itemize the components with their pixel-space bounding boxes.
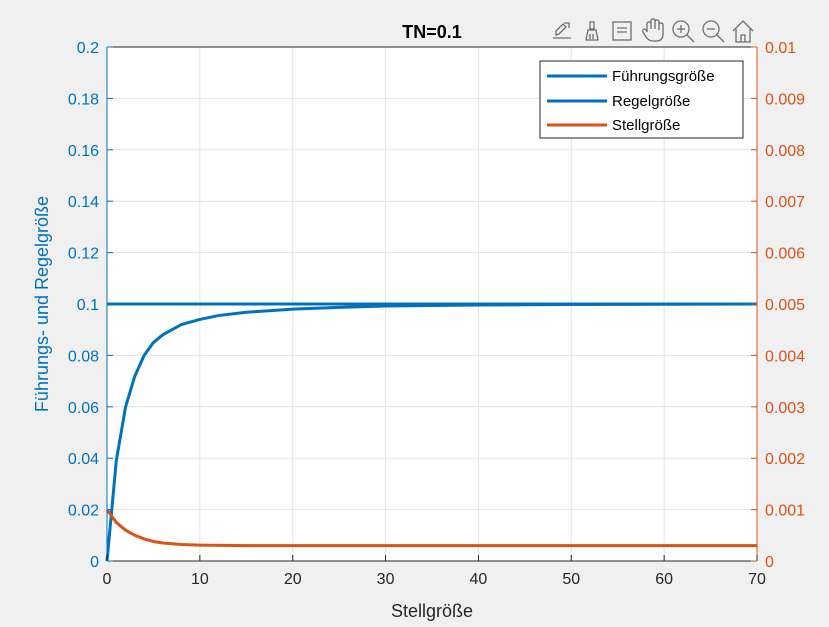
y-right-tick-label: 0.001 xyxy=(765,503,805,520)
y-left-tick-label: 0 xyxy=(90,554,99,571)
y-left-tick-label: 0.04 xyxy=(68,451,99,468)
y-right-tick-label: 0.01 xyxy=(765,40,796,57)
y-right-tick-label: 0.008 xyxy=(765,143,805,160)
y-right-tick-label: 0.005 xyxy=(765,297,805,314)
y-right-tick-label: 0 xyxy=(765,554,774,571)
y-right-tick-label: 0.004 xyxy=(765,348,805,365)
x-tick-label: 60 xyxy=(655,571,673,588)
x-axis-label: Stellgröße xyxy=(391,601,473,621)
x-tick-label: 30 xyxy=(377,571,395,588)
y-right-tick-label: 0.009 xyxy=(765,91,805,108)
y-left-tick-label: 0.02 xyxy=(68,503,99,520)
series-line-stellgroesse xyxy=(105,508,757,548)
x-tick-label: 40 xyxy=(470,571,488,588)
y-left-tick-label: 0.14 xyxy=(68,194,99,211)
y-left-tick-label: 0.1 xyxy=(77,297,99,314)
axes-toolbar xyxy=(550,17,756,44)
legend-label-stellgroesse: Stellgröße xyxy=(612,117,680,134)
series-line-regelgroesse xyxy=(105,302,758,562)
y-left-tick-label: 0.18 xyxy=(68,91,99,108)
ticks: 0 10 20 30 40 50 60 7000.020.040.060.080.10.120… xyxy=(68,40,805,588)
y-right-tick-label: 0.002 xyxy=(765,451,805,468)
zoom-out-icon[interactable] xyxy=(700,18,726,44)
export-icon[interactable] xyxy=(550,19,574,43)
legend-label-regelgroesse: Regelgröße xyxy=(612,93,690,110)
x-tick-label: 20 xyxy=(284,571,302,588)
legend[interactable]: Führungsgröße Regelgröße Stellgröße xyxy=(539,60,744,139)
x-tick-label: 0 xyxy=(103,571,112,588)
x-tick-label: 10 xyxy=(191,571,209,588)
legend-label-fuehrungsgroesse: Führungsgröße xyxy=(612,68,715,85)
y-left-tick-label: 0.08 xyxy=(68,348,99,365)
y-left-tick-label: 0.2 xyxy=(77,40,99,57)
y-axis-label-left: Führungs- und Regelgröße xyxy=(32,196,52,412)
series-layer xyxy=(105,302,758,562)
chart-title: TN=0.1 xyxy=(402,22,462,42)
y-right-tick-label: 0.007 xyxy=(765,194,805,211)
datatip-icon[interactable] xyxy=(610,19,634,43)
y-right-tick-label: 0.006 xyxy=(765,246,805,263)
y-left-tick-label: 0.06 xyxy=(68,400,99,417)
y-left-tick-label: 0.16 xyxy=(68,143,99,160)
y-left-tick-label: 0.12 xyxy=(68,246,99,263)
pan-icon[interactable] xyxy=(640,17,666,43)
brush-icon[interactable] xyxy=(581,19,603,43)
x-tick-label: 70 xyxy=(748,571,766,588)
zoom-in-icon[interactable] xyxy=(670,18,696,44)
home-icon[interactable] xyxy=(730,18,756,44)
y-right-tick-label: 0.003 xyxy=(765,400,805,417)
x-tick-label: 50 xyxy=(562,571,580,588)
